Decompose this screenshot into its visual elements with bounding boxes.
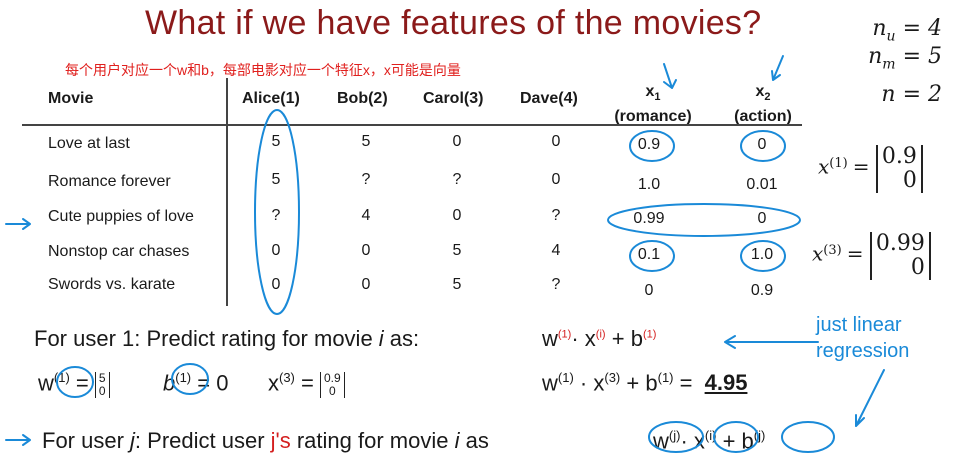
rating-cell: 5 — [271, 171, 281, 188]
movie-name: Nonstop car chases — [48, 243, 190, 260]
rating-cell: 4 — [551, 242, 561, 259]
feature-x1-cell: 0.1 — [637, 246, 661, 263]
feature-x2-cell: 0 — [757, 136, 767, 153]
x1-arrow-icon — [663, 63, 677, 89]
predict-userj-text: For user j: Predict user j's rating for … — [42, 428, 489, 453]
side-note: just linear regression — [816, 314, 910, 362]
header-bob: Bob(2) — [337, 90, 388, 107]
rating-cell: 0 — [271, 276, 281, 293]
feature-x1-cell: 1.0 — [637, 176, 661, 193]
w-circle — [56, 366, 94, 398]
header-alice: Alice(1) — [242, 90, 300, 107]
x2-row4-circle — [740, 240, 786, 272]
movie-name: Cute puppies of love — [48, 208, 194, 225]
header-dave: Dave(4) — [520, 90, 578, 107]
row3-features-circle — [607, 203, 801, 237]
vector-x1: x(1) = 0.9 0 — [818, 145, 923, 193]
rating-cell: 0 — [551, 133, 561, 150]
feature-x2-cell: 0 — [757, 210, 767, 227]
example-b: b(1) = 0 — [163, 370, 229, 396]
rating-cell: ? — [361, 171, 371, 188]
var-nm: nm = 5 — [868, 44, 942, 73]
feature-x2-cell: 1.0 — [750, 246, 774, 263]
xi-circle — [713, 421, 759, 453]
diagonal-arrow-icon — [855, 369, 885, 427]
slide-title: What if we have features of the movies? — [145, 4, 762, 42]
x2-row1-circle — [740, 130, 786, 162]
header-movie: Movie — [48, 90, 94, 107]
b-circle — [171, 363, 209, 395]
rating-cell: 5 — [452, 276, 462, 293]
table-column-divider — [226, 78, 228, 306]
example-x3: x(3) = 0.9 0 — [268, 370, 345, 398]
var-nu: nu = 4 — [872, 16, 942, 45]
header-x2: x2 (action) — [734, 83, 792, 126]
rating-cell: 5 — [452, 242, 462, 259]
header-x1: x1 (romance) — [614, 83, 692, 126]
regression-arrow-icon — [724, 335, 819, 349]
rating-cell: ? — [551, 276, 561, 293]
rating-cell: 0 — [361, 276, 371, 293]
rating-cell: 0 — [271, 242, 281, 259]
rating-cell: 0 — [452, 207, 462, 224]
feature-x1-cell: 0.9 — [637, 136, 661, 153]
rating-cell: 0 — [361, 242, 371, 259]
alice-column-circle — [254, 109, 300, 315]
predict-user1-text: For user 1: Predict rating for movie i a… — [34, 326, 420, 351]
feature-x2-cell: 0.9 — [750, 282, 774, 299]
rating-cell: ? — [452, 171, 462, 188]
movie-name: Love at last — [48, 135, 130, 152]
rating-cell: ? — [551, 207, 561, 224]
vector-x3: x(3) = 0.99 0 — [812, 232, 931, 280]
movie-name: Swords vs. karate — [48, 276, 176, 293]
feature-x2-cell: 0.01 — [746, 176, 778, 193]
rating-cell: 4 — [361, 207, 371, 224]
row-arrow-icon — [5, 218, 31, 230]
bj-circle — [781, 421, 835, 453]
chinese-annotation: 每个用户对应一个w和b，每部电影对应一个特征x，x可能是向量 — [65, 62, 461, 78]
table-header-divider — [22, 124, 802, 126]
feature-x1-cell: 0 — [644, 282, 654, 299]
x2-arrow-icon — [771, 55, 784, 81]
movie-name: Romance forever — [48, 173, 171, 190]
prediction-formula: w(1)· x(i) + b(1) — [542, 326, 657, 351]
x1-row1-circle — [629, 130, 675, 162]
header-carol: Carol(3) — [423, 90, 484, 107]
rating-cell: 5 — [271, 133, 281, 150]
rating-cell: 0 — [551, 171, 561, 188]
var-n: n = 2 — [881, 82, 942, 107]
x1-row4-circle — [629, 240, 675, 272]
rating-cell: 0 — [452, 133, 462, 150]
result-value: 4.95 — [704, 370, 748, 396]
example-result: w(1) · x(3) + b(1) = 4.95 — [542, 370, 748, 396]
rating-cell: 5 — [361, 133, 371, 150]
rating-cell: ? — [271, 207, 281, 224]
userj-arrow-icon — [5, 434, 31, 446]
feature-x1-cell: 0.99 — [633, 210, 665, 227]
wj-circle — [648, 421, 704, 453]
